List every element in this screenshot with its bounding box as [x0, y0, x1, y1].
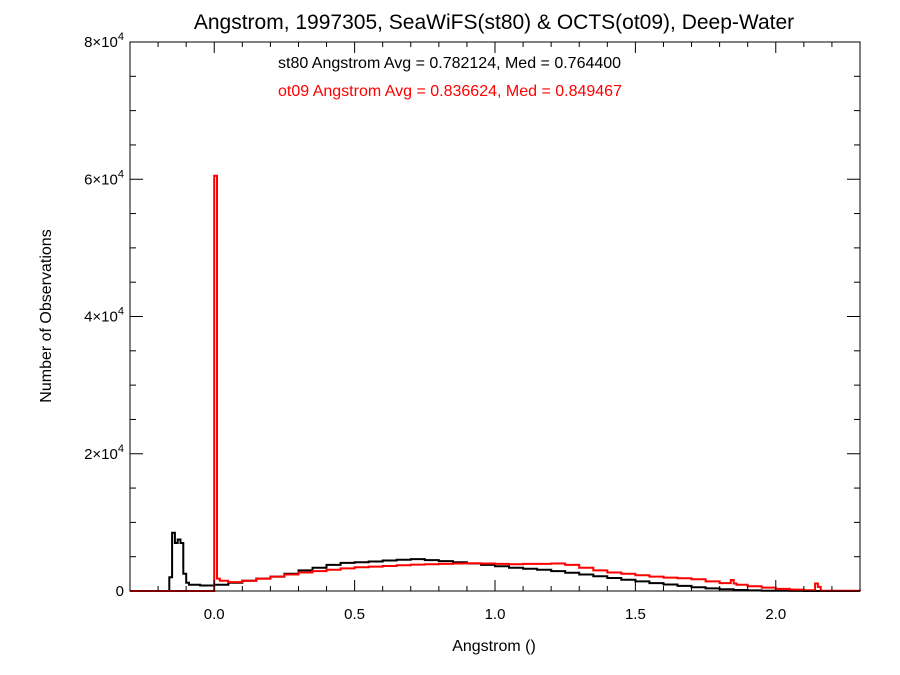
- y-tick-label: 8×104: [84, 31, 124, 51]
- y-tick-label: 6×104: [84, 168, 124, 188]
- y-tick-label: 2×104: [84, 443, 124, 463]
- x-tick-label: 0.0: [204, 606, 225, 623]
- series-line-1: [130, 174, 861, 592]
- x-axis-label: Angstrom (): [452, 638, 536, 655]
- x-tick-label: 1.5: [625, 606, 646, 623]
- chart-title: Angstrom, 1997305, SeaWiFS(st80) & OCTS(…: [194, 11, 794, 34]
- series-line-0: [130, 531, 860, 592]
- plot-frame: [129, 41, 861, 592]
- annotation-st80: st80 Angstrom Avg = 0.782124, Med = 0.76…: [278, 55, 621, 72]
- plot-area: 0.0 0.5 1.0 1.5 2.0 0 2×104 4×104 6×104 8×104: [84, 31, 861, 623]
- x-tick-label: 0.5: [344, 606, 365, 623]
- y-tick-label: 0: [116, 583, 124, 600]
- annotation-ot09: ot09 Angstrom Avg = 0.836624, Med = 0.84…: [278, 83, 622, 100]
- y-tick-label: 4×104: [84, 306, 124, 326]
- x-tick-label: 2.0: [765, 606, 786, 623]
- y-axis-label: Number of Observations: [38, 229, 55, 402]
- x-tick-label: 1.0: [485, 606, 506, 623]
